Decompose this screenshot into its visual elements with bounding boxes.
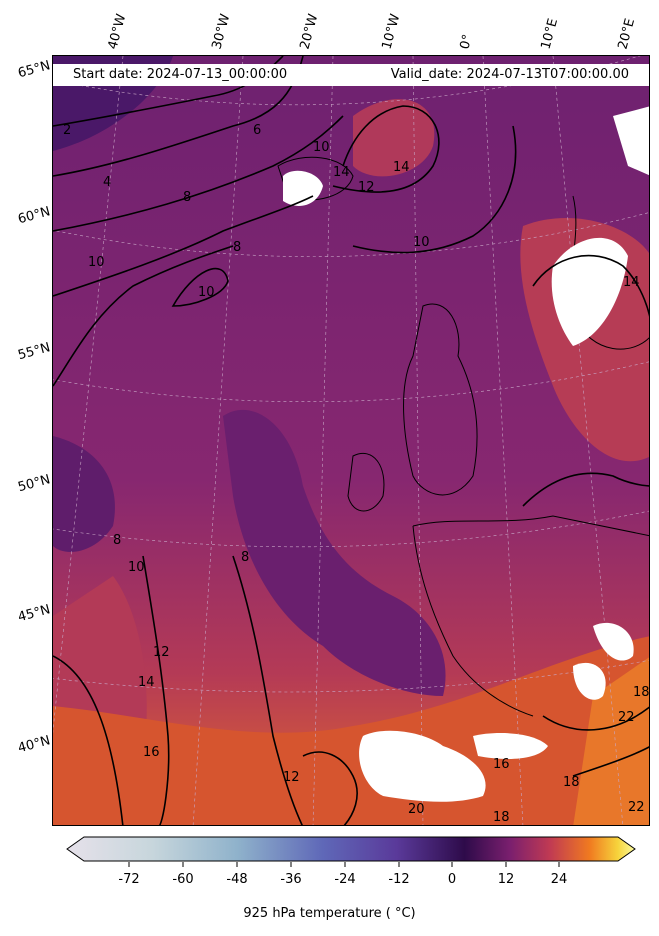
cool-ocean-region [223, 409, 446, 696]
contour-18-iberia [542, 706, 649, 731]
colorbar-tick: -36 [280, 872, 302, 887]
colorbar-tick: 12 [497, 872, 515, 887]
contour-4 [53, 56, 304, 177]
contour-label: 10 [128, 560, 145, 575]
colorbar-label: 925 hPa temperature ( °C) [243, 906, 416, 921]
contour-label: 6 [253, 123, 261, 138]
hot-iberia-region [573, 657, 649, 825]
contour-14-west [53, 655, 124, 825]
contour-label: 18 [493, 810, 510, 825]
contour-label: 12 [283, 770, 300, 785]
contour-label: 22 [628, 800, 645, 815]
valid-date-label: Valid_date: 2024-07-13T07:00:00.00 [390, 67, 629, 82]
lat-label-65n: 65°N [16, 58, 52, 82]
colorbar-tick: -24 [334, 872, 356, 887]
contour-12-west [142, 555, 170, 825]
contour-label: 10 [413, 235, 430, 250]
start-date-label: Start date: 2024-07-13_00:00:00 [73, 67, 288, 82]
contour-label: 2 [63, 123, 71, 138]
britain-coast [403, 303, 478, 496]
lat-label-55n: 55°N [16, 340, 52, 364]
header-bar: Start date: 2024-07-13_00:00:00 Valid_da… [53, 64, 649, 86]
contour-label: 12 [358, 180, 375, 195]
contour-label: 14 [333, 165, 350, 180]
contour-6 [53, 115, 344, 232]
contour-label: 22 [618, 710, 635, 725]
colorbar-tick: -12 [388, 872, 410, 887]
contour-label: 8 [233, 240, 241, 255]
contour-12 [332, 105, 440, 193]
contour-10b [352, 125, 517, 254]
contour-label: 12 [153, 645, 170, 660]
ireland-coast [347, 453, 385, 512]
lon-label-10w: 10°W [379, 12, 404, 51]
cool-west-region [53, 436, 115, 552]
terrain-mask [283, 106, 649, 802]
contour-label: 10 [313, 140, 330, 155]
contour-label: 14 [393, 160, 410, 175]
contour-label: 14 [138, 675, 155, 690]
contour-label: 16 [493, 757, 510, 772]
contour-10a [53, 245, 234, 387]
contour-label: 20 [408, 802, 425, 817]
colorbar-tick: -48 [226, 872, 248, 887]
contour-label: 10 [198, 285, 215, 300]
contour-label: 10 [88, 255, 105, 270]
lon-label-30w: 30°W [209, 12, 234, 51]
contour-8 [53, 195, 314, 297]
colorbar-tick: -60 [172, 872, 194, 887]
lon-label-20e: 20°E [615, 16, 639, 51]
contour-label-group: 2 4 6 8 8 8 8 10 10 10 10 10 12 12 12 14… [63, 123, 650, 825]
contour-label: 4 [103, 175, 111, 190]
contour-label: 8 [241, 550, 249, 565]
contour-14-south [302, 751, 358, 825]
europe-coast [412, 515, 649, 717]
contour-label: 8 [113, 533, 121, 548]
map-panel: 2 4 6 8 8 8 8 10 10 10 10 10 12 12 12 14… [52, 55, 650, 826]
lon-label-20w: 20°W [297, 12, 322, 51]
lon-label-10e: 10°E [538, 16, 562, 51]
hot-south-region [53, 636, 649, 825]
contour-label: 18 [633, 685, 650, 700]
contour-label: 14 [623, 275, 640, 290]
contour-8-south [232, 555, 303, 825]
contour-lines [53, 56, 649, 825]
colorbar [66, 836, 636, 862]
lat-label-60n: 60°N [16, 204, 52, 228]
contour-label: 18 [563, 775, 580, 790]
colorbar-tick: 0 [447, 872, 457, 887]
contour-label: 16 [143, 745, 160, 760]
contour-12-east [522, 472, 649, 507]
contour-10c [171, 267, 229, 307]
colorbar-tick: 24 [550, 872, 568, 887]
contour-14-east [532, 254, 649, 317]
lat-label-50n: 50°N [16, 472, 52, 496]
colorbar-tick: -72 [118, 872, 140, 887]
lon-label-0: 0° [457, 32, 476, 51]
contour-label: 8 [183, 190, 191, 205]
lat-label-40n: 40°N [16, 733, 52, 757]
colorbar-tick-marks [128, 862, 560, 867]
temperature-map: 2 4 6 8 8 8 8 10 10 10 10 10 12 12 12 14… [53, 56, 650, 825]
lat-label-45n: 45°N [16, 602, 52, 626]
contour-22-iberia [572, 746, 649, 777]
lon-label-40w: 40°W [105, 12, 130, 51]
